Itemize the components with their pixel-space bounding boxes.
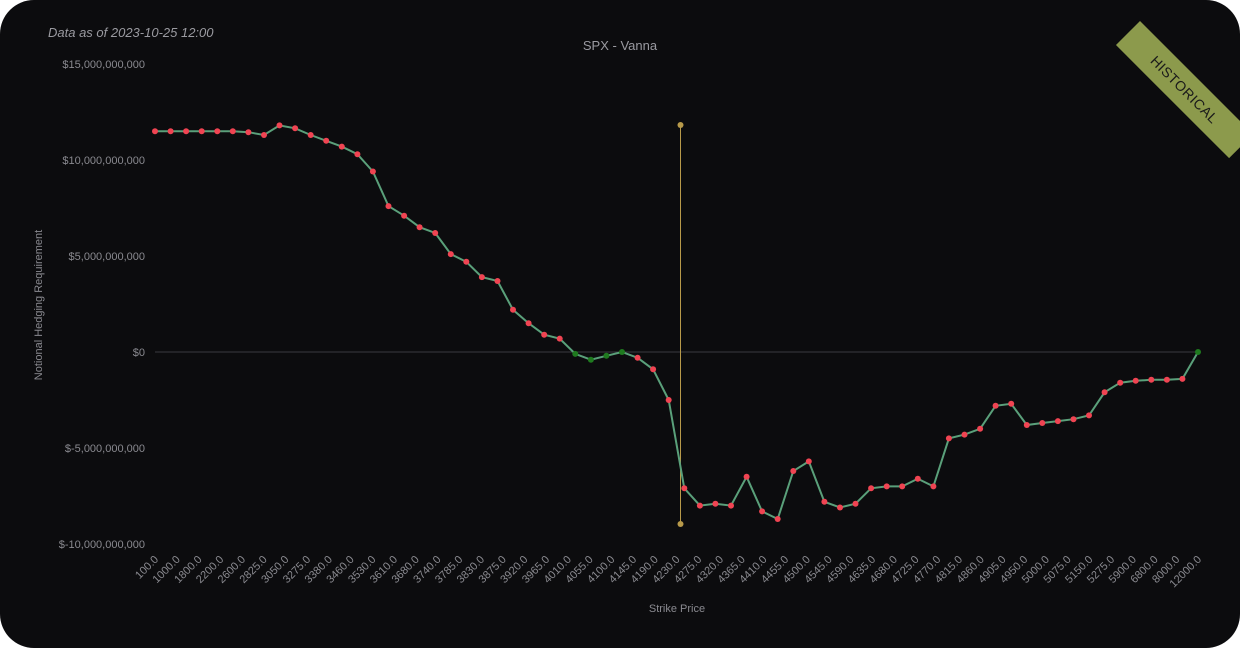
data-point [665,397,672,403]
data-point [899,483,906,490]
data-point [1086,412,1092,419]
data-point [790,468,797,474]
data-point [276,122,283,129]
data-point [1179,375,1186,382]
data-point [914,475,921,482]
data-point [650,366,657,373]
data-point [401,212,408,219]
data-point [1132,377,1139,384]
data-point [1117,379,1124,386]
data-point [323,137,330,144]
x-axis-ticks: 100.01000.01800.02200.02600.02825.03050.… [133,554,1204,591]
data-point [369,168,376,175]
data-point [821,498,828,505]
data-point [759,508,766,515]
data-point [1195,349,1201,355]
data-point [152,128,158,135]
data-point [307,132,314,138]
data-point [930,483,937,490]
data-point [805,458,812,465]
data-point [385,203,392,210]
y-tick-label: $15,000,000,000 [62,59,145,71]
data-point [494,278,501,284]
data-point [1148,376,1155,383]
data-point [587,356,594,363]
data-point [634,354,641,361]
data-point [229,128,236,135]
y-tick-label: $-5,000,000,000 [65,443,145,455]
data-point [1008,400,1015,407]
data-point [167,128,174,135]
data-timestamp: Data as of 2023-10-25 12:00 [48,25,214,40]
y-tick-label: $0 [133,347,145,359]
y-axis-ticks: $15,000,000,000 $10,000,000,000 $5,000,000… [59,59,145,551]
data-point [945,435,952,442]
data-point [572,350,579,357]
data-point [1023,422,1030,428]
data-point [338,143,345,150]
data-point [354,151,361,158]
y-tick-label: $5,000,000,000 [69,251,145,263]
data-point [1039,420,1046,426]
y-tick-label: $-10,000,000,000 [59,539,145,551]
data-point [245,129,252,136]
data-point [478,274,485,281]
data-point [603,352,610,359]
data-point [852,500,859,507]
x-axis-label: Strike Price [649,603,705,615]
data-point [1054,418,1061,425]
data-point [432,230,439,236]
data-point [541,331,548,338]
data-point [463,258,470,265]
data-point [977,425,984,432]
data-point [712,500,719,507]
price-marker-top-dot [677,122,684,128]
data-point [1070,416,1077,423]
y-tick-label: $10,000,000,000 [62,155,145,167]
data-point [292,125,299,132]
data-point [525,320,532,327]
data-point [743,473,750,480]
data-point [774,516,781,522]
data-point [214,128,221,135]
price-marker-bottom-dot [677,521,684,527]
data-point [728,502,734,509]
y-axis-label: Notional Hedging Requirement [33,230,45,380]
data-point [556,335,563,342]
data-point [198,128,205,135]
data-point [837,504,843,511]
data-point [183,128,190,135]
data-point [447,251,454,258]
series-line [155,124,1199,521]
data-point [619,349,625,355]
data-point [416,224,423,231]
data-point [992,402,999,409]
data-point [883,483,890,490]
data-point [696,502,703,509]
data-point [868,485,875,492]
data-point [510,306,516,313]
data-point [1101,389,1108,396]
data-point [961,431,968,438]
data-point [261,132,267,138]
data-point [1163,376,1170,383]
chart-title: SPX - Vanna [583,38,658,53]
vanna-series [152,122,1201,522]
data-point [681,485,688,492]
